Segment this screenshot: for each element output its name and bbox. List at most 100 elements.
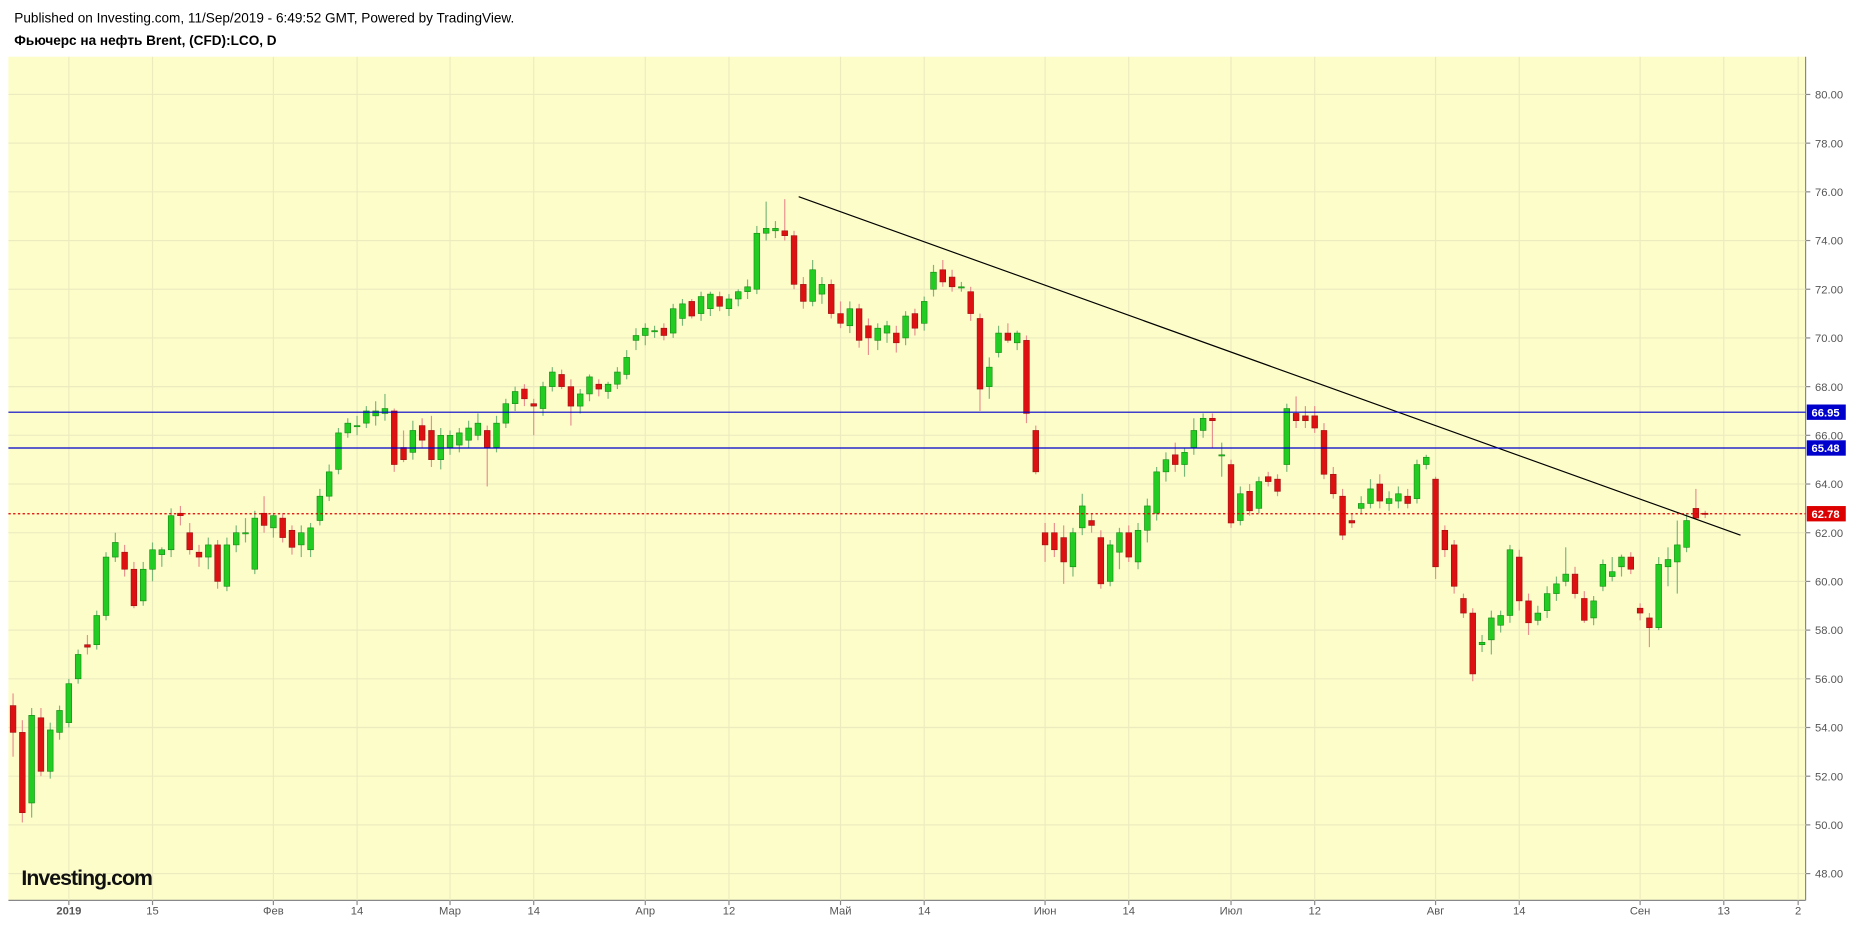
candle-body [502, 403, 509, 424]
x-tick-label: Июн [1034, 906, 1057, 918]
level-label: 65.48 [1812, 443, 1840, 455]
candle-body [1181, 452, 1188, 465]
candle-body [688, 301, 695, 317]
candle-body [828, 284, 835, 314]
y-tick-label: 76.00 [1815, 187, 1843, 199]
candle-body [1423, 456, 1430, 465]
y-tick-label: 62.00 [1815, 528, 1843, 540]
plot-area [8, 56, 1806, 901]
x-tick-label: 14 [918, 906, 930, 918]
x-tick-label: 14 [1123, 906, 1135, 918]
candle-body [921, 301, 928, 324]
candle-body [1311, 415, 1318, 429]
x-tick-label: 14 [1513, 906, 1525, 918]
candle-body [1571, 573, 1579, 594]
candle-body [1246, 491, 1253, 512]
candle-body [1432, 478, 1439, 568]
candle-body [316, 495, 324, 521]
candle-body [102, 556, 110, 616]
candle-body [1618, 556, 1625, 568]
candle-body [149, 549, 156, 570]
candle-body [158, 549, 165, 555]
candle-body [409, 430, 417, 453]
candle-body [335, 432, 342, 470]
candle-body [1469, 612, 1476, 675]
candle-body [1385, 498, 1393, 504]
y-tick-label: 58.00 [1815, 625, 1843, 637]
candle-body [642, 327, 649, 336]
candle-body [1255, 481, 1263, 509]
y-tick-label: 66.00 [1815, 430, 1843, 442]
candle-body [1590, 600, 1597, 619]
candle-body [1237, 493, 1244, 521]
candle-body [93, 615, 100, 646]
candle-body [1106, 544, 1114, 582]
candle-body [632, 335, 640, 341]
candle-body [1683, 520, 1690, 548]
candle-body [270, 515, 277, 529]
candle-body [986, 366, 993, 387]
candle-body [809, 269, 816, 302]
candle-body [511, 391, 519, 404]
candle-body [539, 386, 547, 409]
candle-body [1450, 544, 1458, 587]
level-label-box [1806, 440, 1846, 456]
y-tick-label: 80.00 [1815, 90, 1843, 102]
candle-body [28, 715, 35, 804]
candle-body [1395, 493, 1402, 502]
candle-body [530, 403, 537, 407]
candle-body [400, 447, 407, 460]
x-tick-label: 12 [1308, 906, 1320, 918]
candle-body [74, 654, 82, 680]
candle-body [865, 325, 872, 339]
candle-body [1516, 556, 1523, 602]
x-tick-label: 2 [1795, 906, 1801, 918]
candle-body [1609, 571, 1616, 577]
candle-body [762, 228, 770, 234]
y-tick-label: 54.00 [1815, 723, 1843, 735]
candle-body [1199, 417, 1207, 431]
candle-body [1274, 478, 1281, 492]
candle-body [279, 517, 286, 538]
candle-body [112, 542, 119, 558]
candle-body [623, 357, 630, 375]
candle-body [1674, 544, 1681, 563]
candle-body [735, 291, 742, 300]
x-tick-label: 2019 [56, 906, 81, 918]
candle-body [1441, 529, 1449, 551]
candle-body [1376, 483, 1383, 502]
candle-body [372, 410, 379, 417]
candle-body [344, 422, 351, 434]
candle-body [1525, 600, 1532, 624]
candle-body [1265, 476, 1272, 482]
candle-body [1051, 532, 1058, 551]
candle-body [1116, 532, 1123, 553]
x-tick-label: 14 [351, 906, 363, 918]
x-tick-label: Май [830, 906, 852, 918]
candle-body [883, 325, 891, 334]
candle-body [205, 544, 212, 558]
x-tick-label: 12 [723, 906, 735, 918]
candle-body [1478, 641, 1486, 646]
candle-body [1088, 520, 1095, 526]
candle-body [1599, 564, 1607, 587]
level-label: 66.95 [1812, 407, 1840, 419]
candle-body [223, 544, 231, 587]
candle-body [837, 313, 844, 324]
candle-body [484, 430, 491, 448]
candle-body [614, 371, 621, 385]
candle-body [800, 284, 807, 302]
candle-body [214, 544, 221, 582]
candle-body [1153, 471, 1160, 514]
x-tick-label: 13 [1718, 906, 1730, 918]
candle-body [948, 276, 956, 288]
candle-body [1218, 454, 1225, 457]
level-label-box [1806, 506, 1846, 522]
y-tick-label: 70.00 [1815, 333, 1843, 345]
candle-body [391, 410, 398, 465]
candle-body [790, 235, 798, 285]
y-tick-label: 78.00 [1815, 138, 1843, 150]
published-note: Published on Investing.com, 11/Sep/2019 … [14, 10, 514, 25]
candle-body [1562, 573, 1569, 582]
